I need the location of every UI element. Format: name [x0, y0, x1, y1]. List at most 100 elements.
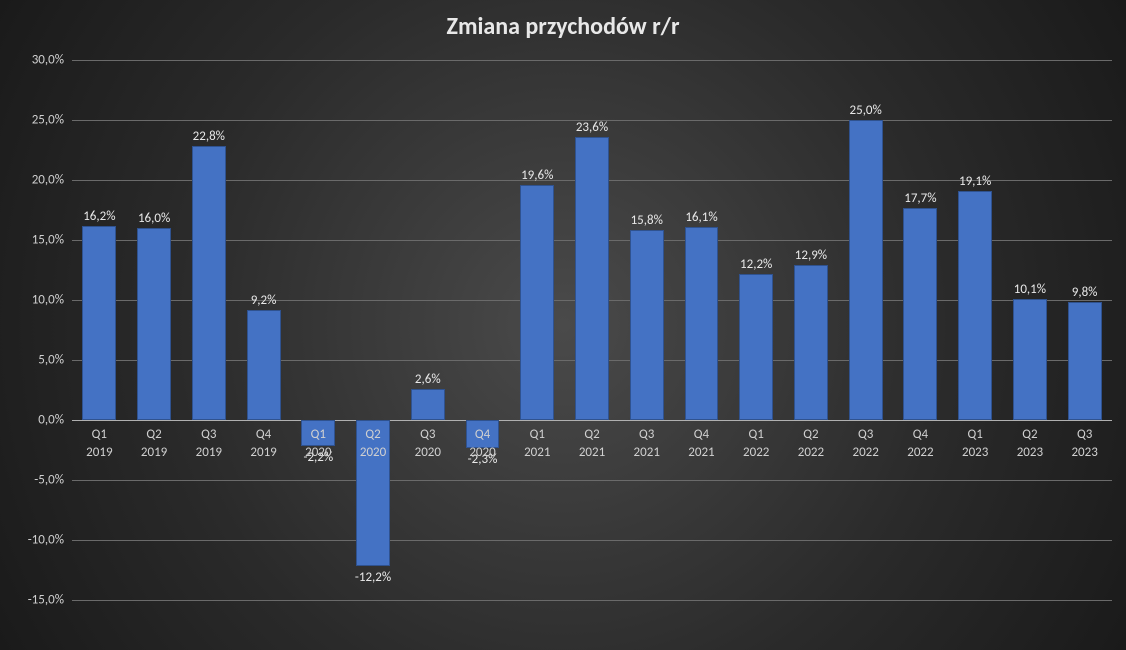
x-tick-label: Q22021	[579, 426, 605, 462]
bar	[192, 146, 226, 420]
x-tick-label: Q1 2020	[305, 426, 331, 462]
x-tick-label: Q42020	[469, 426, 495, 462]
x-tick-quarter: Q3	[858, 427, 873, 442]
bar-fill	[794, 265, 828, 420]
data-label: 2,6%	[415, 372, 441, 387]
bar-fill	[247, 310, 281, 420]
y-tick-label: 25,0%	[32, 113, 72, 128]
bar	[82, 226, 116, 420]
x-tick-year: 2021	[688, 444, 714, 462]
gridline	[72, 600, 1112, 601]
data-label: 10,1%	[1014, 282, 1046, 297]
gridline	[72, 60, 1112, 61]
x-tick-label: Q1 2023	[962, 426, 988, 462]
x-tick-label: Q22023	[1017, 426, 1043, 462]
x-tick-label: Q22020	[360, 426, 386, 462]
x-tick-year: 2022	[907, 444, 933, 462]
x-tick-label: Q4 2021	[688, 426, 714, 462]
data-label: 16,0%	[138, 211, 170, 226]
x-axis-line	[72, 420, 1112, 421]
x-tick-quarter: Q4	[913, 427, 928, 442]
bar	[958, 191, 992, 420]
x-tick-quarter: Q1	[749, 427, 764, 442]
bar-fill	[137, 228, 171, 420]
x-tick-label: Q4 2019	[250, 426, 276, 462]
x-tick-year: 2021	[524, 444, 550, 462]
x-tick-year: 2023	[962, 444, 988, 462]
x-tick-quarter: Q2	[584, 427, 599, 442]
data-label: 22,8%	[193, 129, 225, 144]
x-tick-label: Q32023	[1071, 426, 1097, 462]
x-tick-quarter: Q3	[420, 427, 435, 442]
data-label: 25,0%	[850, 103, 882, 118]
data-label: 15,8%	[631, 213, 663, 228]
bar	[137, 228, 171, 420]
data-label: 16,1%	[685, 210, 717, 225]
x-tick-year: 2019	[250, 444, 276, 462]
bar	[1068, 302, 1102, 420]
x-tick-quarter: Q4	[694, 427, 709, 442]
x-tick-year: 2022	[798, 444, 824, 462]
x-tick-quarter: Q3	[1077, 427, 1092, 442]
x-tick-year: 2019	[86, 444, 112, 462]
bar-fill	[685, 227, 719, 420]
data-label: 19,1%	[959, 174, 991, 189]
x-tick-label: Q32022	[852, 426, 878, 462]
chart-container: Zmiana przychodów r/r -15,0%-10,0%-5,0%0…	[0, 0, 1126, 650]
bar	[849, 120, 883, 420]
data-label: 16,2%	[83, 209, 115, 224]
bar	[1013, 299, 1047, 420]
y-tick-label: 30,0%	[32, 53, 72, 68]
bar	[903, 208, 937, 420]
bar-fill	[192, 146, 226, 420]
x-tick-label: Q2 2022	[798, 426, 824, 462]
y-tick-label: 15,0%	[32, 233, 72, 248]
bar-fill	[1068, 302, 1102, 420]
x-tick-year: 2020	[469, 444, 495, 462]
bar-fill	[630, 230, 664, 420]
x-tick-quarter: Q3	[639, 427, 654, 442]
y-tick-label: -15,0%	[28, 593, 72, 608]
bar	[520, 185, 554, 420]
x-tick-label: Q2 2019	[141, 426, 167, 462]
y-tick-label: -5,0%	[34, 473, 72, 488]
x-tick-label: Q4 2022	[907, 426, 933, 462]
data-label: 17,7%	[904, 191, 936, 206]
data-label: 9,2%	[251, 293, 277, 308]
x-tick-quarter: Q4	[256, 427, 271, 442]
bar-fill	[520, 185, 554, 420]
x-tick-label: Q32021	[634, 426, 660, 462]
bar	[575, 137, 609, 420]
bar	[685, 227, 719, 420]
x-tick-year: 2019	[196, 444, 222, 462]
bar-fill	[958, 191, 992, 420]
x-tick-year: 2019	[141, 444, 167, 462]
bar	[630, 230, 664, 420]
bar	[739, 274, 773, 420]
data-label: 12,9%	[795, 248, 827, 263]
x-tick-quarter: Q2	[1022, 427, 1037, 442]
x-tick-label: Q3 2019	[196, 426, 222, 462]
x-tick-label: Q32020	[415, 426, 441, 462]
y-tick-label: 10,0%	[32, 293, 72, 308]
data-label: -12,2%	[355, 570, 391, 585]
bar-fill	[575, 137, 609, 420]
x-tick-quarter: Q1	[530, 427, 545, 442]
x-tick-quarter: Q1	[967, 427, 982, 442]
y-tick-label: 0,0%	[38, 413, 72, 428]
x-tick-quarter: Q1	[311, 427, 326, 442]
bar-fill	[82, 226, 116, 420]
bar-fill	[1013, 299, 1047, 420]
x-tick-year: 2020	[305, 444, 331, 462]
chart-title: Zmiana przychodów r/r	[0, 12, 1126, 41]
x-tick-label: Q1 2021	[524, 426, 550, 462]
x-tick-year: 2020	[360, 444, 386, 462]
bar-fill	[849, 120, 883, 420]
x-tick-label: Q1 2022	[743, 426, 769, 462]
x-tick-quarter: Q2	[146, 427, 161, 442]
plot-area: -15,0%-10,0%-5,0%0,0%5,0%10,0%15,0%20,0%…	[72, 60, 1112, 600]
x-tick-quarter: Q3	[201, 427, 216, 442]
x-tick-quarter: Q1	[92, 427, 107, 442]
x-tick-quarter: Q2	[803, 427, 818, 442]
x-tick-year: 2022	[743, 444, 769, 462]
